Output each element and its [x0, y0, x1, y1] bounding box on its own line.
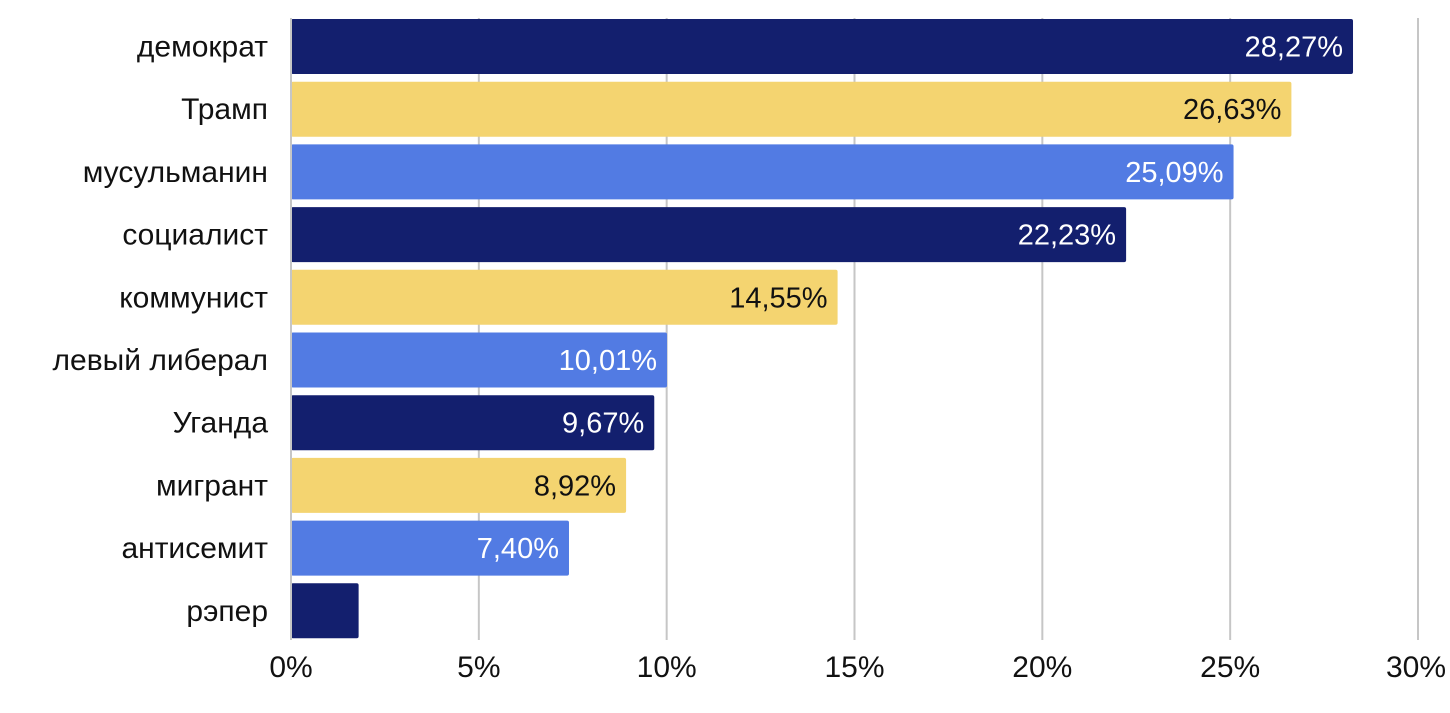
- category-label: Уганда: [173, 407, 269, 440]
- bar: [291, 144, 1234, 200]
- category-label: демократ: [137, 31, 268, 64]
- data-label: 10,01%: [559, 345, 657, 377]
- label-layer: демократ 28,27% Трамп 26,63% мусульманин 25,0…: [53, 31, 1343, 628]
- bar: [291, 520, 569, 576]
- category-label: социалист: [122, 219, 268, 252]
- bar: [291, 19, 1354, 74]
- bar: [291, 583, 359, 639]
- x-tick-label: 10%: [637, 651, 697, 684]
- x-tick-label: 15%: [824, 651, 884, 684]
- bar: [291, 81, 1292, 137]
- data-label: 8,92%: [534, 470, 616, 502]
- x-tick-label: 20%: [1012, 651, 1072, 684]
- axis-layer: 0% 5% 10% 15% 20% 25% 30%: [269, 18, 1446, 684]
- bar: [291, 269, 838, 325]
- data-label: 22,23%: [1018, 220, 1116, 252]
- category-label: мигрант: [156, 469, 268, 502]
- data-label: 26,63%: [1183, 94, 1281, 126]
- data-label: 7,40%: [477, 533, 559, 565]
- category-label: Трамп: [181, 93, 268, 126]
- bar: [291, 207, 1127, 263]
- data-label: 28,27%: [1245, 32, 1343, 64]
- bar-layer: [291, 19, 1354, 639]
- category-label: левый либерал: [53, 344, 268, 377]
- category-label: коммунист: [119, 281, 268, 314]
- data-label: 9,67%: [562, 408, 644, 440]
- category-label: антисемит: [121, 532, 268, 565]
- bar: [291, 457, 627, 513]
- data-label: 14,55%: [729, 282, 827, 314]
- category-label: мусульманин: [83, 156, 268, 189]
- x-tick-label: 0%: [269, 651, 312, 684]
- bar: [291, 395, 655, 451]
- x-tick-label: 25%: [1200, 651, 1260, 684]
- x-tick-label: 30%: [1386, 651, 1446, 684]
- x-tick-label: 5%: [457, 651, 500, 684]
- data-label: 25,09%: [1125, 157, 1223, 189]
- category-label: рэпер: [186, 595, 268, 628]
- bar: [291, 332, 668, 388]
